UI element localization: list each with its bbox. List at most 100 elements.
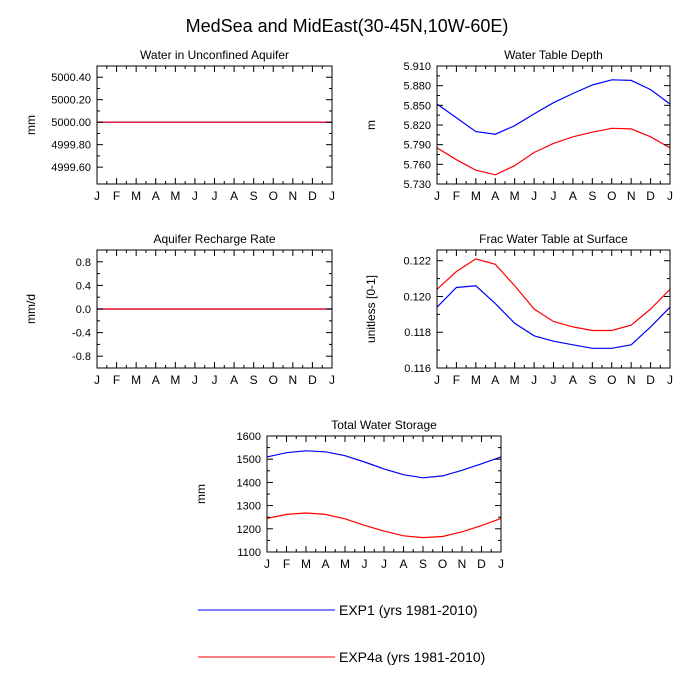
x-tick-label: A (399, 557, 407, 571)
x-tick-label: F (283, 557, 290, 571)
x-tick-label: J (667, 189, 673, 203)
x-tick-label: D (646, 373, 655, 387)
series-line-exp1 (436, 79, 671, 135)
y-axis-label: mm (24, 115, 38, 135)
x-tick-label: N (458, 557, 467, 571)
y-tick-label: 1200 (237, 524, 261, 536)
plot-frame (436, 65, 671, 185)
x-tick-label: O (607, 189, 616, 203)
x-tick-label: J (531, 189, 537, 203)
panel-title: Aquifer Recharge Rate (153, 232, 275, 246)
y-tick-label: 1500 (237, 454, 261, 466)
x-tick-label: J (551, 373, 557, 387)
x-tick-label: O (269, 373, 278, 387)
x-tick-label: F (113, 373, 120, 387)
x-tick-label: J (94, 189, 100, 203)
y-tick-label: 5.880 (403, 81, 431, 93)
x-tick-label: J (381, 557, 387, 571)
series-line-exp4a (436, 258, 671, 332)
x-tick-label: M (340, 557, 350, 571)
y-tick-label: 1100 (237, 547, 261, 559)
legend: EXP1 (yrs 1981-2010) EXP4a (yrs 1981-201… (198, 602, 485, 665)
y-tick-label: 1400 (237, 477, 261, 489)
panel-title: Total Water Storage (331, 418, 437, 432)
series-line-exp4a (266, 512, 502, 539)
series-line-exp1 (436, 285, 671, 349)
y-tick-label: 4999.80 (51, 140, 91, 152)
y-tick-label: 5.790 (403, 140, 431, 152)
y-tick-label: 5.760 (403, 159, 431, 171)
x-tick-label: A (569, 373, 577, 387)
x-tick-label: J (329, 189, 335, 203)
x-tick-label: O (269, 189, 278, 203)
x-tick-label: F (453, 373, 460, 387)
panel-title: Water Table Depth (504, 48, 603, 62)
x-tick-label: A (230, 189, 238, 203)
plot-frame (436, 249, 671, 369)
y-axis-label: m (364, 120, 378, 130)
x-tick-label: J (192, 189, 198, 203)
series-line-exp1 (266, 450, 502, 479)
y-tick-label: 5.850 (403, 100, 431, 112)
y-tick-label: 1300 (237, 501, 261, 513)
x-tick-label: D (308, 373, 317, 387)
y-tick-label: 0.0 (76, 304, 91, 316)
plot-frame (96, 65, 333, 185)
y-tick-label: 5000.40 (51, 72, 91, 84)
y-tick-label: 5.820 (403, 120, 431, 132)
y-tick-label: 0.118 (404, 327, 431, 339)
x-tick-label: F (113, 189, 120, 203)
y-tick-label: 0.120 (403, 291, 431, 303)
x-tick-label: S (250, 373, 258, 387)
x-tick-label: A (321, 557, 329, 571)
x-tick-label: J (667, 373, 673, 387)
x-tick-label: M (170, 189, 180, 203)
y-tick-label: -0.4 (72, 328, 91, 340)
x-tick-label: F (453, 189, 460, 203)
x-tick-label: A (491, 373, 499, 387)
y-tick-label: 0.122 (403, 256, 431, 268)
x-tick-label: J (362, 557, 368, 571)
legend-label-exp1: EXP1 (yrs 1981-2010) (339, 602, 478, 618)
series-line-exp4a (436, 127, 671, 176)
x-tick-label: M (131, 373, 141, 387)
x-tick-label: N (627, 189, 636, 203)
x-tick-label: M (510, 373, 520, 387)
x-tick-label: D (308, 189, 317, 203)
x-tick-label: A (152, 373, 160, 387)
x-tick-label: J (498, 557, 504, 571)
x-tick-label: M (301, 557, 311, 571)
x-tick-label: N (288, 189, 297, 203)
y-tick-label: 5000.00 (51, 117, 91, 129)
x-tick-label: D (477, 557, 486, 571)
x-tick-label: J (192, 373, 198, 387)
y-tick-label: 4999.60 (51, 162, 91, 174)
y-tick-label: 5.910 (403, 61, 431, 73)
x-tick-label: A (152, 189, 160, 203)
y-tick-label: 1600 (237, 431, 261, 443)
x-tick-label: J (329, 373, 335, 387)
y-tick-label: 5.730 (403, 179, 431, 191)
panel-frac-water-table-at-surface: Frac Water Table at Surface unitless [0-1… (364, 232, 673, 387)
x-tick-label: S (250, 189, 258, 203)
plot-frame (266, 435, 502, 553)
y-tick-label: 0.116 (404, 363, 431, 375)
x-tick-label: S (588, 189, 596, 203)
x-tick-label: J (434, 189, 440, 203)
x-tick-label: D (646, 189, 655, 203)
x-tick-label: A (491, 189, 499, 203)
x-tick-label: M (510, 189, 520, 203)
x-tick-label: J (531, 373, 537, 387)
x-tick-label: J (551, 189, 557, 203)
x-tick-label: N (288, 373, 297, 387)
y-axis-label: mm (194, 484, 208, 504)
legend-label-exp4a: EXP4a (yrs 1981-2010) (339, 649, 485, 665)
panel-title: Frac Water Table at Surface (479, 232, 628, 246)
x-tick-label: O (607, 373, 616, 387)
panel-title: Water in Unconfined Aquifer (140, 48, 289, 62)
